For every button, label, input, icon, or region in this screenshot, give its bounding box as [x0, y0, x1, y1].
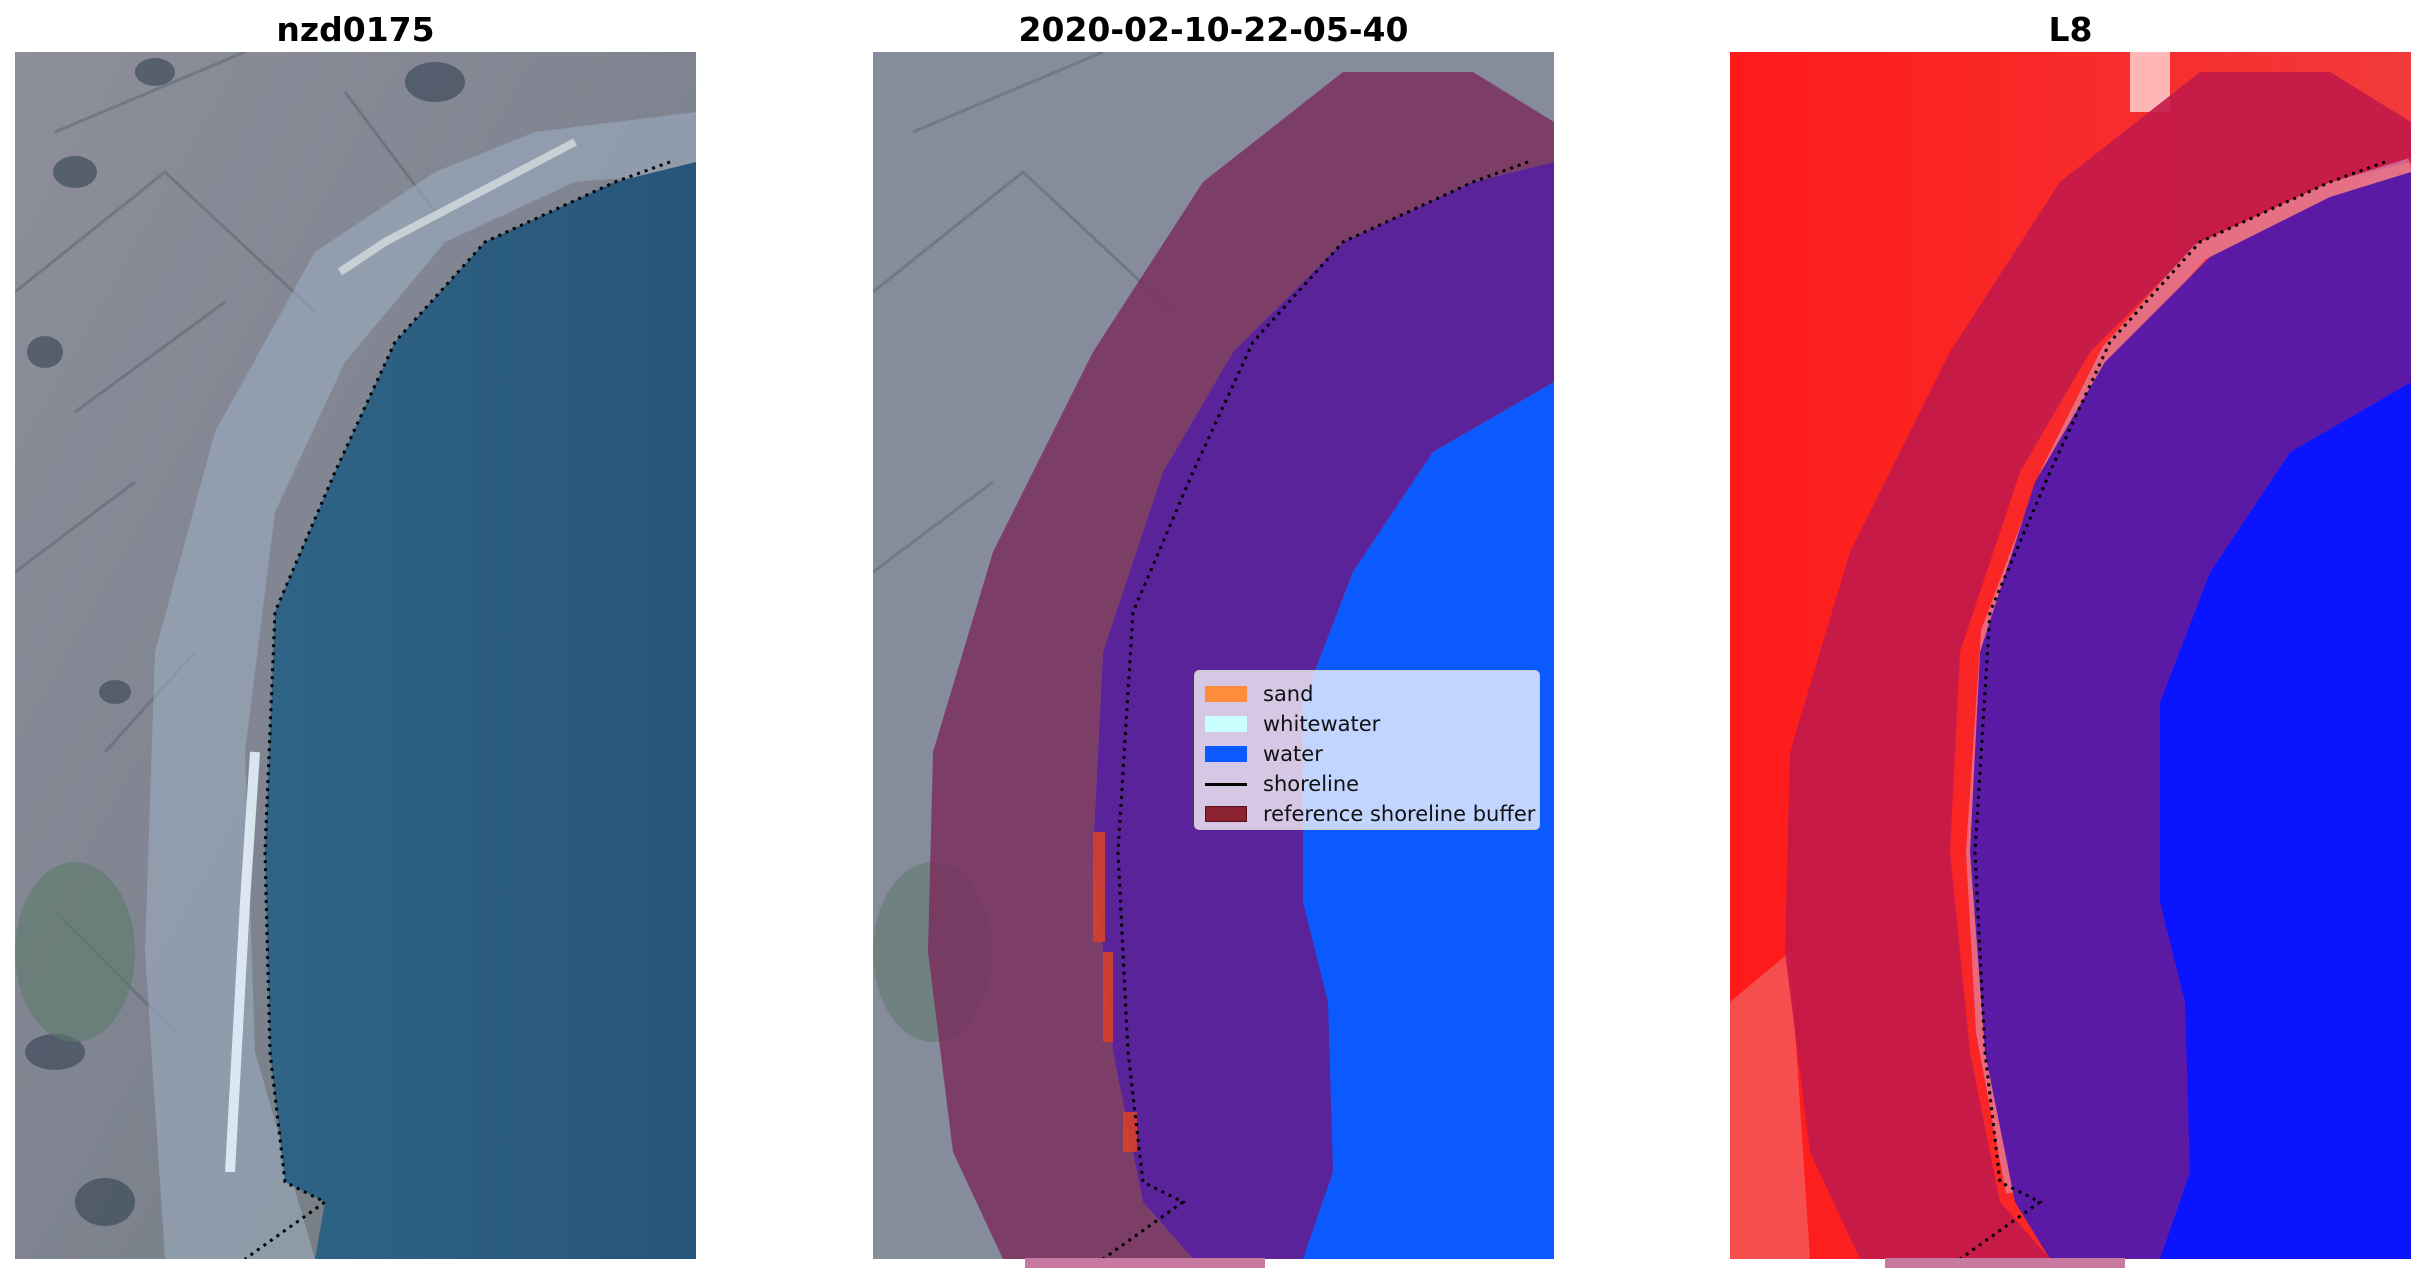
shoreline-line	[1959, 160, 2386, 1259]
legend-item-water: water	[1205, 739, 1539, 769]
rgb-image-panel	[15, 52, 696, 1259]
buffer-land-area	[928, 72, 1554, 1259]
buffer-water-index	[1970, 172, 2411, 1259]
panel-title-index: L8	[2048, 10, 2093, 49]
shoreline-line	[1102, 160, 1529, 1259]
legend-swatch-buffer	[1205, 806, 1247, 822]
classified-image	[873, 52, 1554, 1259]
rgb-image	[15, 52, 696, 1259]
legend-swatch-sand	[1205, 686, 1247, 702]
legend-swatch-water	[1205, 746, 1247, 762]
shoreline-line	[244, 160, 671, 1259]
legend-item-sand: sand	[1205, 679, 1539, 709]
buffer-land-index	[1785, 72, 2411, 1259]
buffer-overflow-stub	[1885, 1258, 2125, 1268]
index-image	[1730, 52, 2411, 1259]
legend-label: water	[1263, 742, 1323, 766]
buffer-overflow-stub	[1025, 1258, 1265, 1268]
water-index-area	[2160, 382, 2411, 1259]
classified-image-panel	[873, 52, 1554, 1259]
legend-item-whitewater: whitewater	[1205, 709, 1539, 739]
sea-area	[265, 162, 696, 1259]
dark-patches	[25, 58, 465, 1226]
legend: sand whitewater water shoreline referenc…	[1194, 670, 1540, 830]
index-image-panel	[1730, 52, 2411, 1259]
sand-pixels	[1093, 832, 1137, 1152]
panel-title-rgb: nzd0175	[276, 10, 435, 49]
panel-title-classified: 2020-02-10-22-05-40	[1018, 10, 1409, 49]
legend-swatch-whitewater	[1205, 716, 1247, 732]
legend-item-shoreline: shoreline	[1205, 769, 1539, 799]
legend-item-reference-buffer: reference shoreline buffer	[1205, 799, 1539, 829]
legend-label: reference shoreline buffer	[1263, 802, 1536, 826]
legend-label: shoreline	[1263, 772, 1360, 796]
settlement-strip	[145, 112, 696, 1259]
legend-line-shoreline	[1205, 782, 1247, 786]
beach-sand	[225, 751, 260, 1173]
legend-label: whitewater	[1263, 712, 1381, 736]
legend-label: sand	[1263, 682, 1314, 706]
